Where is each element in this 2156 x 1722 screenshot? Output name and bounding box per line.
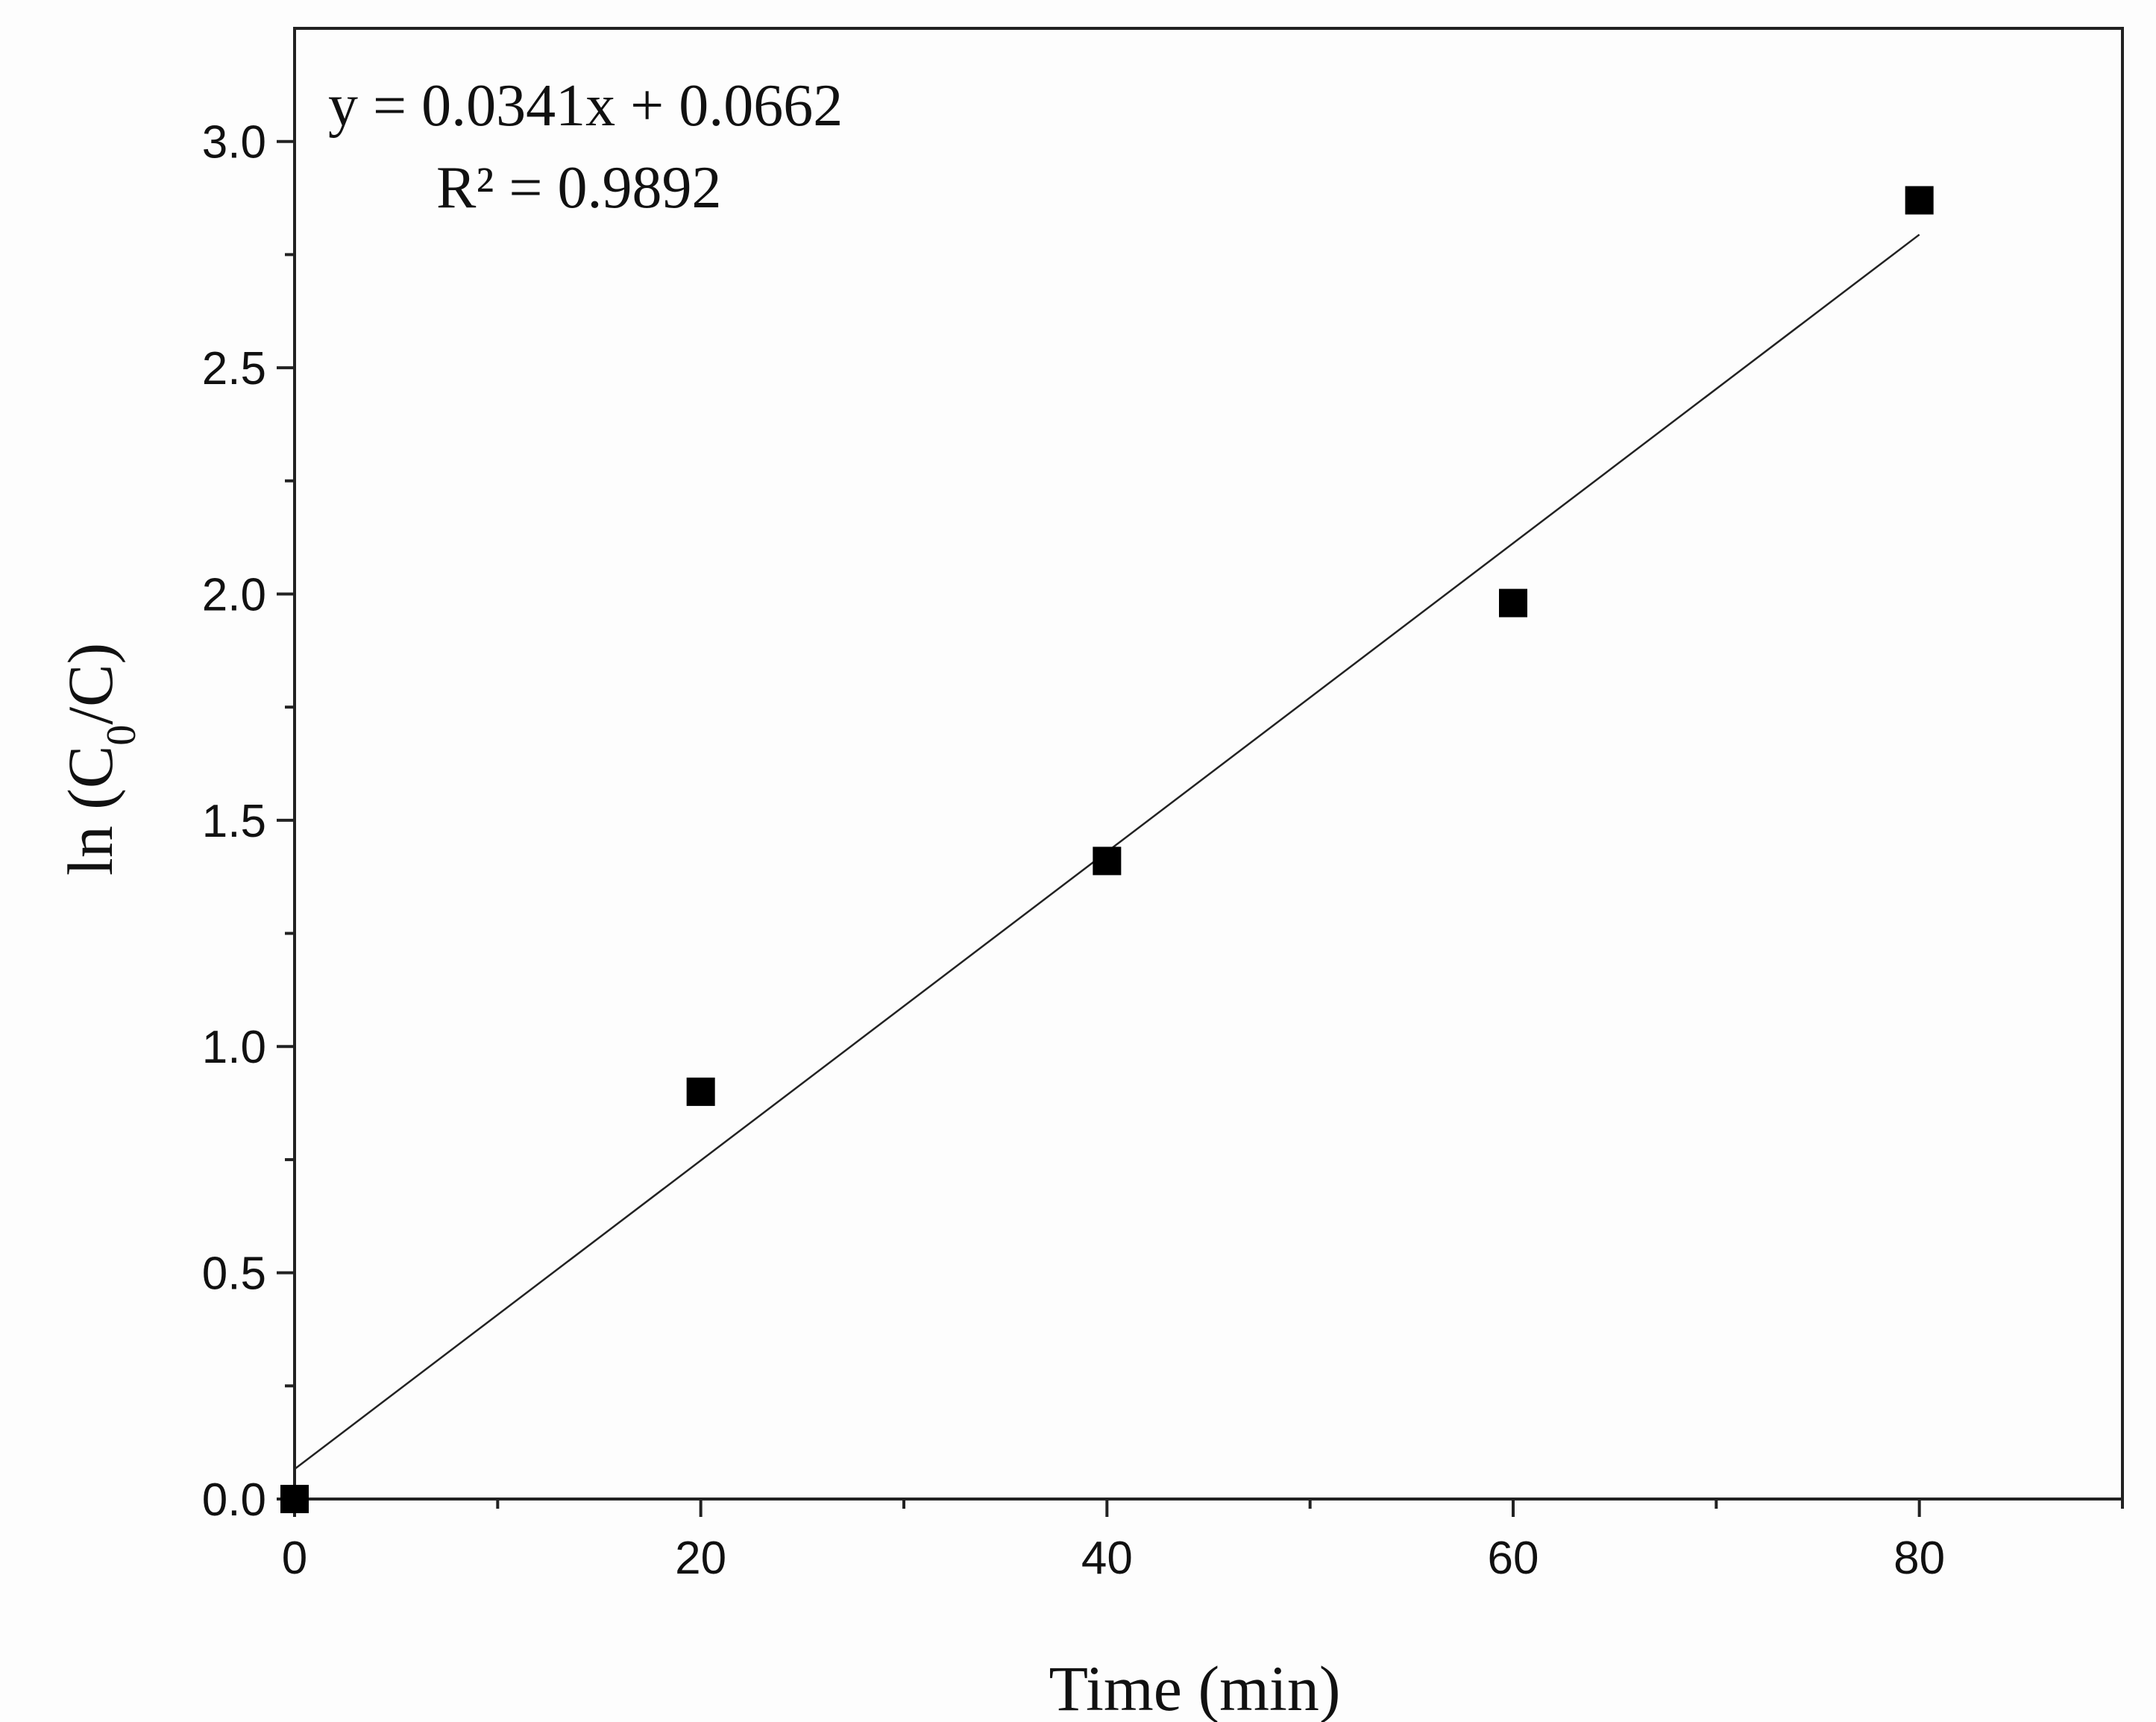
y-axis-title-prefix: ln (C (54, 746, 126, 876)
plot-frame (293, 27, 2124, 1501)
x-tick-label: 0 (282, 1533, 307, 1584)
y-tick-label: 1.0 (202, 1022, 266, 1073)
x-tick-label: 60 (1488, 1533, 1539, 1584)
fit-r-squared: R² = 0.9892 (436, 155, 721, 221)
y-tick-label: 3.0 (202, 117, 266, 169)
x-axis-tick-labels: 0 20 40 60 80 (282, 1533, 1945, 1584)
y-axis-tick-labels: 0.0 0.5 1.0 1.5 2.0 2.5 3.0 (202, 117, 266, 1526)
y-tick-label: 0.0 (202, 1474, 266, 1526)
y-axis-ticks (277, 139, 295, 1501)
data-point (280, 1485, 309, 1513)
y-tick-label: 1.5 (202, 796, 266, 847)
y-axis-title: ln (C0/C) (54, 643, 145, 876)
data-point (1905, 186, 1934, 215)
x-tick-label: 40 (1081, 1533, 1133, 1584)
data-point (686, 1077, 715, 1106)
x-tick-label: 20 (675, 1533, 726, 1584)
fit-equation: y = 0.0341x + 0.0662 (328, 73, 843, 139)
y-tick-label: 2.0 (202, 569, 266, 620)
y-tick-label: 2.5 (202, 343, 266, 395)
x-tick-label: 80 (1893, 1533, 1945, 1584)
x-axis-title: Time (min) (1049, 1653, 1340, 1722)
data-points (280, 186, 1934, 1513)
y-axis-title-subscript: 0 (98, 725, 145, 746)
plot-border (293, 27, 2124, 1501)
data-point (1093, 846, 1122, 876)
data-point (1499, 588, 1527, 618)
y-axis-title-suffix: /C) (54, 643, 126, 725)
y-tick-label: 0.5 (202, 1248, 266, 1300)
